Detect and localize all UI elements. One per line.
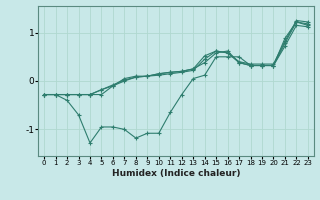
X-axis label: Humidex (Indice chaleur): Humidex (Indice chaleur) — [112, 169, 240, 178]
